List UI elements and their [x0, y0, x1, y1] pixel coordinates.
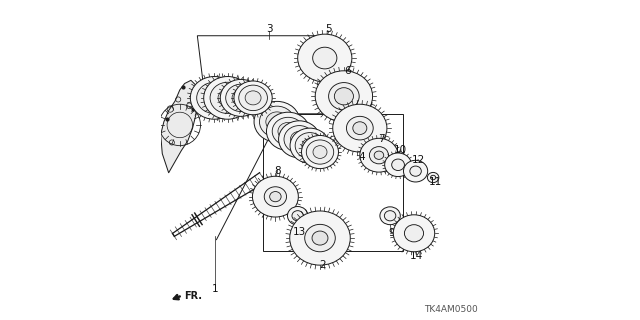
Ellipse shape [305, 224, 335, 252]
Ellipse shape [316, 71, 372, 122]
Ellipse shape [284, 125, 315, 153]
Ellipse shape [295, 132, 324, 159]
Ellipse shape [307, 140, 333, 164]
Ellipse shape [278, 123, 298, 140]
Ellipse shape [334, 88, 353, 105]
Ellipse shape [292, 211, 303, 221]
Text: 6: 6 [345, 66, 351, 76]
Ellipse shape [360, 138, 398, 172]
Ellipse shape [266, 112, 310, 150]
Ellipse shape [313, 146, 327, 158]
Text: 3: 3 [266, 24, 273, 34]
Text: 10: 10 [394, 146, 407, 156]
Ellipse shape [232, 90, 250, 106]
Ellipse shape [431, 175, 436, 180]
Text: 8: 8 [275, 166, 281, 176]
Ellipse shape [272, 117, 304, 145]
Ellipse shape [205, 89, 224, 107]
Ellipse shape [218, 89, 237, 107]
Text: 12: 12 [412, 155, 425, 165]
Ellipse shape [291, 131, 308, 147]
Ellipse shape [252, 176, 298, 217]
Text: 11: 11 [429, 177, 442, 187]
Text: FR.: FR. [184, 292, 202, 301]
Ellipse shape [220, 79, 262, 116]
Ellipse shape [264, 187, 287, 206]
Ellipse shape [410, 166, 421, 176]
Ellipse shape [259, 106, 294, 137]
Ellipse shape [196, 82, 232, 114]
Text: 2: 2 [319, 260, 326, 270]
Ellipse shape [385, 211, 396, 221]
Ellipse shape [226, 84, 256, 112]
Ellipse shape [266, 112, 288, 132]
Ellipse shape [269, 192, 281, 202]
Ellipse shape [394, 215, 435, 252]
Text: 4: 4 [359, 152, 365, 162]
Text: TK4AM0500: TK4AM0500 [424, 305, 477, 314]
Ellipse shape [369, 147, 388, 164]
Ellipse shape [278, 121, 320, 158]
Ellipse shape [245, 91, 261, 105]
Ellipse shape [374, 151, 384, 159]
Ellipse shape [290, 128, 330, 163]
Ellipse shape [301, 135, 339, 169]
Ellipse shape [302, 139, 318, 153]
Ellipse shape [190, 76, 238, 119]
Text: 13: 13 [293, 227, 307, 237]
Ellipse shape [403, 160, 428, 182]
Text: 1: 1 [212, 284, 218, 294]
Ellipse shape [404, 225, 424, 242]
Ellipse shape [290, 211, 350, 265]
Ellipse shape [298, 34, 352, 82]
Ellipse shape [428, 172, 439, 183]
Ellipse shape [239, 85, 268, 111]
Ellipse shape [328, 83, 359, 110]
Text: 14: 14 [410, 251, 423, 260]
Text: 9: 9 [388, 228, 395, 238]
Ellipse shape [392, 159, 404, 171]
Ellipse shape [254, 101, 300, 142]
Ellipse shape [204, 76, 252, 119]
Ellipse shape [346, 116, 373, 140]
Ellipse shape [353, 122, 367, 134]
Ellipse shape [313, 47, 337, 69]
Ellipse shape [234, 81, 272, 115]
Text: 7: 7 [378, 134, 385, 144]
Ellipse shape [210, 82, 245, 114]
Ellipse shape [312, 231, 328, 245]
Ellipse shape [287, 206, 308, 225]
Ellipse shape [333, 104, 387, 152]
Ellipse shape [385, 153, 412, 177]
Ellipse shape [380, 207, 400, 225]
Text: 5: 5 [326, 24, 332, 34]
Polygon shape [161, 80, 197, 173]
